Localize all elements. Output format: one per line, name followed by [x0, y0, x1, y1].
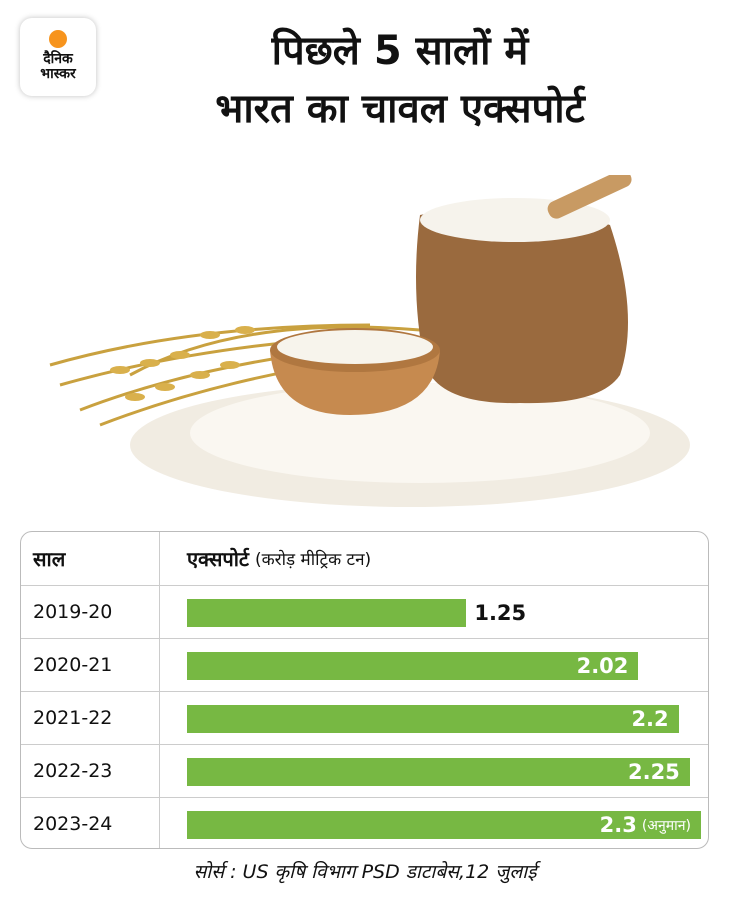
table-row: 2023-24 2.3 (अनुमान) — [21, 797, 708, 848]
year-label: 2022-23 — [33, 760, 113, 782]
value-text: 2.25 — [627, 760, 680, 784]
bar-2019-20 — [187, 599, 467, 627]
bar-2021-22 — [187, 705, 679, 733]
title-line1: पिछले 5 सालों में — [271, 28, 529, 74]
rice-photo — [49, 175, 690, 507]
logo-line2: भास्कर — [40, 66, 76, 82]
year-label: 2020-21 — [33, 654, 113, 676]
value-text: 2.3 — [599, 813, 637, 837]
table-row: 2021-22 2.2 — [21, 691, 708, 744]
bar-value-label: 2.3 (अनुमान) — [187, 811, 691, 839]
export-table: साल एक्सपोर्ट (करोड़ मीट्रिक टन) 2019-20… — [20, 531, 709, 849]
value-text: 1.25 — [474, 601, 527, 625]
title-line2: भारत का चावल एक्सपोर्ट — [215, 86, 585, 132]
header-export-unit: (करोड़ मीट्रिक टन) — [254, 550, 372, 570]
bar-value-label: 2.2 — [187, 705, 669, 733]
estimate-note: (अनुमान) — [641, 817, 691, 834]
source-note: सोर्स : US कृषि विभाग PSD डाटाबेस,12 जुल… — [193, 861, 537, 883]
header-year: साल — [33, 547, 66, 571]
table-header: साल एक्सपोर्ट (करोड़ मीट्रिक टन) — [21, 532, 708, 585]
page-title: पिछले 5 सालों में भारत का चावल एक्सपोर्ट — [120, 22, 680, 138]
year-label: 2021-22 — [33, 707, 113, 729]
header-export: एक्सपोर्ट (करोड़ मीट्रिक टन) — [187, 532, 371, 585]
table-row: 2022-23 2.25 — [21, 744, 708, 797]
table-row: 2019-20 1.25 — [21, 585, 708, 638]
bar-value-label: 1.25 — [474, 599, 526, 627]
bar-2023-24 — [187, 811, 701, 839]
bar-2020-21 — [187, 652, 639, 680]
value-text: 2.2 — [631, 707, 669, 731]
logo-line1: दैनिक — [43, 51, 73, 67]
year-label: 2023-24 — [33, 813, 113, 835]
year-label: 2019-20 — [33, 601, 113, 623]
dainik-bhaskar-logo: दैनिक भास्कर — [20, 18, 96, 96]
bar-2022-23 — [187, 758, 690, 786]
header-export-label: एक्सपोर्ट — [187, 547, 249, 571]
value-text: 2.02 — [576, 654, 629, 678]
column-divider — [159, 532, 160, 848]
bar-value-label: 2.25 — [187, 758, 680, 786]
sun-icon — [49, 30, 67, 48]
bar-value-label: 2.02 — [187, 652, 629, 680]
table-row: 2020-21 2.02 — [21, 638, 708, 691]
